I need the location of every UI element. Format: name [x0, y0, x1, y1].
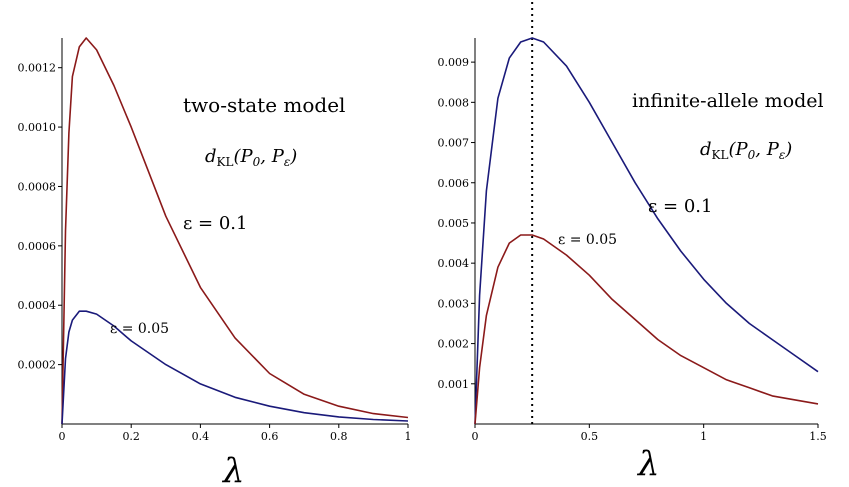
series-line-right-eps-0-05	[474, 234, 819, 425]
x-tick-label: 1	[700, 430, 707, 443]
x-tick-label: 0.6	[261, 430, 279, 443]
y-tick-label: 0.006	[438, 177, 470, 190]
title-right: infinite-allele model	[632, 90, 824, 112]
annotation-right-eps01: ε = 0.1	[648, 196, 712, 217]
x-tick-label: 1.5	[809, 430, 827, 443]
y-tick-label: 0.007	[438, 137, 470, 150]
y-tick-label: 0.0008	[18, 180, 57, 193]
x-tick-label: 0.4	[192, 430, 210, 443]
y-tick-label: 0.005	[438, 217, 470, 230]
plot-infinite-allele: 0 0.5 1 1.5 0.001 0.002 0.003 0.004 0.005 0.006 0.…	[438, 0, 827, 484]
y-tick-label: 0.0002	[18, 359, 57, 372]
y-tick-label: 0.002	[438, 338, 470, 351]
x-tick-label: 0	[59, 430, 66, 443]
subtitle-right: dKL(P0, Pε)	[700, 139, 792, 162]
x-tick-label: 1	[405, 430, 412, 443]
plot-two-state: 0 0.2 0.4 0.6 0.8 1 0.0002 0.0004 0.0006 0.0008 0.…	[18, 37, 412, 487]
subtitle-left: dKL(P0, Pε)	[205, 146, 297, 169]
y-tick-label: 0.001	[438, 378, 470, 391]
annotation-left-eps005: ε = 0.05	[110, 321, 169, 337]
x-tick-label: 0	[472, 430, 479, 443]
y-tick-label: 0.0012	[18, 62, 57, 75]
y-tick-label: 0.009	[438, 56, 470, 69]
x-axis-label-left: λ	[221, 451, 245, 487]
title-left: two-state model	[183, 93, 345, 117]
x-axis-label-right: λ	[636, 444, 660, 484]
x-tick-label: 0.5	[581, 430, 599, 443]
y-tick-label: 0.0010	[18, 121, 57, 134]
annotation-left-eps01: ε = 0.1	[183, 213, 247, 234]
y-tick-label: 0.004	[438, 257, 470, 270]
series-line-right-eps-0-1	[474, 37, 819, 425]
series-line-left-eps-0-1	[61, 37, 409, 425]
annotation-right-eps005: ε = 0.05	[558, 232, 617, 248]
x-tick-label: 0.8	[330, 430, 348, 443]
series-line-left-eps-0-05	[61, 310, 409, 425]
y-tick-label: 0.0006	[18, 240, 57, 253]
x-tick-label: 0.2	[122, 430, 140, 443]
y-tick-label: 0.0004	[18, 299, 57, 312]
y-tick-label: 0.008	[438, 96, 470, 109]
y-tick-label: 0.003	[438, 297, 470, 310]
